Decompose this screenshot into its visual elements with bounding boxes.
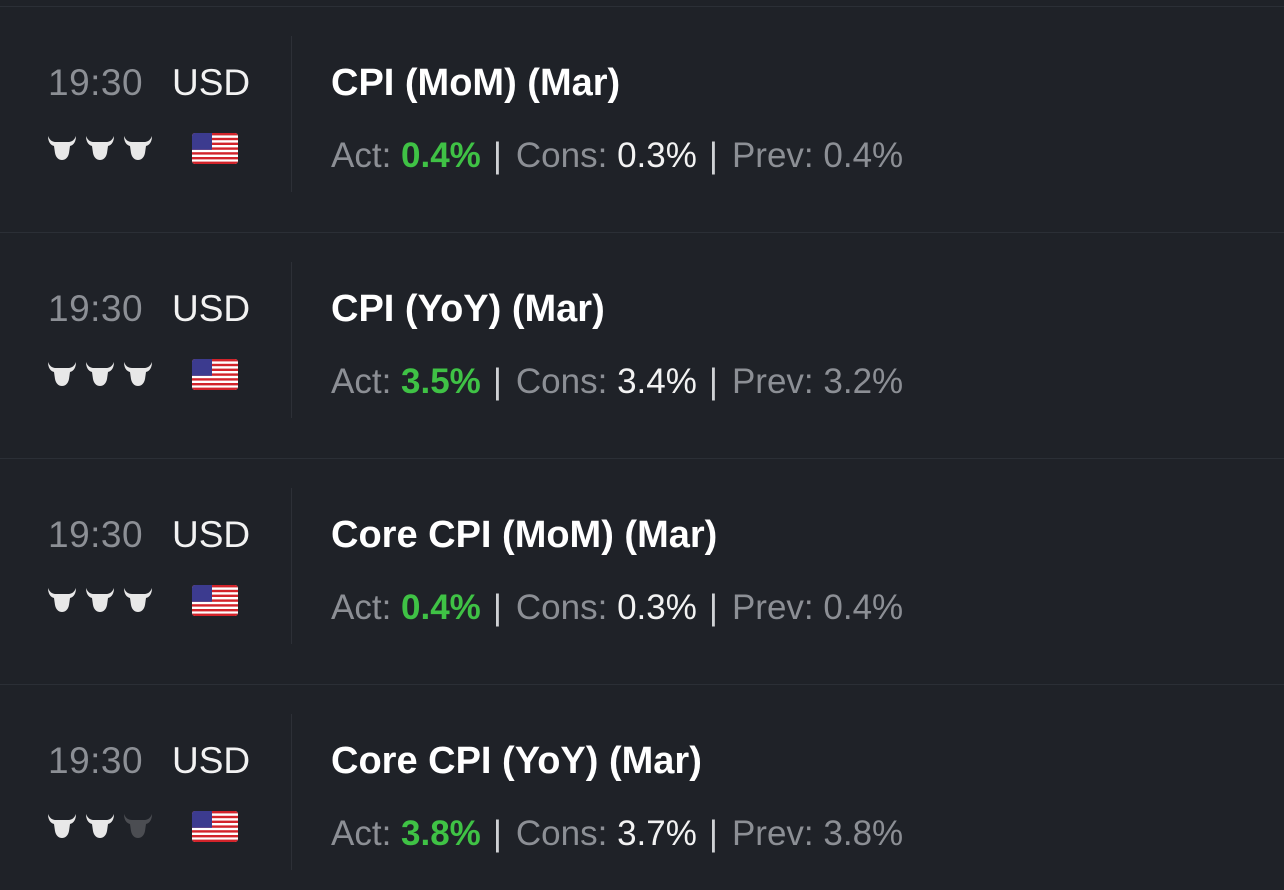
event-title: CPI (MoM) (Mar) xyxy=(331,62,621,104)
separator: | xyxy=(492,136,502,175)
bull-icon xyxy=(124,588,152,612)
event-row[interactable]: 19:30 USD Core CPI (MoM) (Mar) Act: 0.4%… xyxy=(0,460,1284,685)
previous-label: Prev: xyxy=(731,362,814,401)
actual-value: 3.8% xyxy=(401,814,481,853)
row-divider xyxy=(0,232,1284,233)
row-divider xyxy=(0,684,1284,685)
importance-rating xyxy=(46,582,154,614)
separator: | xyxy=(708,136,718,175)
importance-rating xyxy=(46,808,154,840)
bull-icon xyxy=(48,814,76,838)
bull-icon xyxy=(86,814,114,838)
column-divider xyxy=(291,262,292,418)
actual-value: 0.4% xyxy=(401,136,481,175)
event-time: 19:30 xyxy=(48,740,144,781)
importance-rating xyxy=(46,130,154,162)
top-divider xyxy=(0,6,1284,7)
actual-label: Act: xyxy=(331,814,392,853)
actual-label: Act: xyxy=(331,588,392,627)
bull-icon xyxy=(86,362,114,386)
separator: | xyxy=(708,362,718,401)
column-divider xyxy=(291,488,292,644)
consensus-value: 3.4% xyxy=(617,362,697,401)
actual-label: Act: xyxy=(331,136,392,175)
actual-value: 3.5% xyxy=(401,362,481,401)
event-time: 19:30 xyxy=(48,514,144,555)
consensus-value: 0.3% xyxy=(617,136,697,175)
bull-icon xyxy=(48,588,76,612)
bull-icon xyxy=(124,136,152,160)
bull-icon xyxy=(86,136,114,160)
us-flag-icon xyxy=(192,133,238,164)
event-stats: Act: 3.8% | Cons: 3.7% | Prev: 3.8% xyxy=(331,814,903,854)
separator: | xyxy=(492,362,502,401)
previous-value: 0.4% xyxy=(823,136,904,175)
column-divider xyxy=(291,714,292,870)
event-time: 19:30 xyxy=(48,62,144,103)
separator: | xyxy=(492,814,502,853)
bull-icon xyxy=(86,588,114,612)
consensus-value: 3.7% xyxy=(617,814,697,853)
row-divider xyxy=(0,458,1284,459)
event-title: Core CPI (MoM) (Mar) xyxy=(331,514,718,556)
event-row[interactable]: 19:30 USD CPI (YoY) (Mar) Act: 3.5% | Cons… xyxy=(0,234,1284,459)
event-stats: Act: 3.5% | Cons: 3.4% | Prev: 3.2% xyxy=(331,362,903,402)
consensus-label: Cons: xyxy=(515,588,608,627)
previous-value: 0.4% xyxy=(823,588,904,627)
consensus-label: Cons: xyxy=(515,814,608,853)
us-flag-icon xyxy=(192,811,238,842)
bull-icon xyxy=(124,814,152,838)
column-divider xyxy=(291,36,292,192)
us-flag-icon xyxy=(192,585,238,616)
event-row[interactable]: 19:30 USD Core CPI (YoY) (Mar) Act: 3.8%… xyxy=(0,686,1284,890)
previous-label: Prev: xyxy=(731,588,814,627)
separator: | xyxy=(708,588,718,627)
bull-icon xyxy=(48,362,76,386)
event-stats: Act: 0.4% | Cons: 0.3% | Prev: 0.4% xyxy=(331,136,903,176)
separator: | xyxy=(708,814,718,853)
event-row[interactable]: 19:30 USD CPI (MoM) (Mar) Act: 0.4% | Cons… xyxy=(0,8,1284,233)
actual-value: 0.4% xyxy=(401,588,481,627)
separator: | xyxy=(492,588,502,627)
bull-icon xyxy=(48,136,76,160)
event-currency: USD xyxy=(172,740,251,781)
event-stats: Act: 0.4% | Cons: 0.3% | Prev: 0.4% xyxy=(331,588,903,628)
previous-label: Prev: xyxy=(731,136,814,175)
actual-label: Act: xyxy=(331,362,392,401)
importance-rating xyxy=(46,356,154,388)
consensus-value: 0.3% xyxy=(617,588,697,627)
consensus-label: Cons: xyxy=(515,362,608,401)
previous-value: 3.2% xyxy=(823,362,904,401)
event-title: Core CPI (YoY) (Mar) xyxy=(331,740,702,782)
bull-icon xyxy=(124,362,152,386)
event-time: 19:30 xyxy=(48,288,144,329)
event-currency: USD xyxy=(172,514,251,555)
us-flag-icon xyxy=(192,359,238,390)
event-currency: USD xyxy=(172,62,251,103)
previous-value: 3.8% xyxy=(823,814,904,853)
event-currency: USD xyxy=(172,288,251,329)
consensus-label: Cons: xyxy=(515,136,608,175)
event-title: CPI (YoY) (Mar) xyxy=(331,288,605,330)
previous-label: Prev: xyxy=(731,814,814,853)
